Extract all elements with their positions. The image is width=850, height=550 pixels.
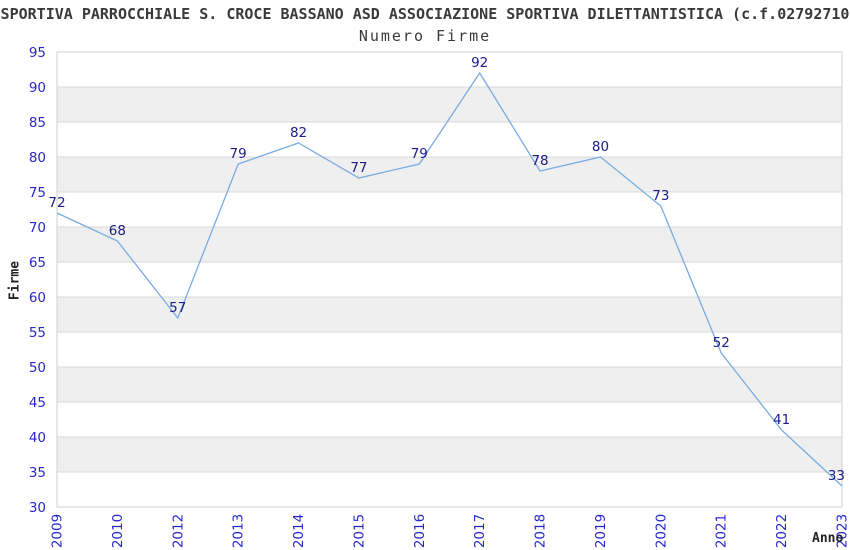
y-tick-label: 35 (29, 465, 46, 481)
data-label: 72 (48, 195, 65, 211)
y-tick-label: 65 (29, 255, 46, 271)
y-tick-label: 40 (29, 430, 46, 446)
x-tick-label: 2010 (110, 514, 126, 548)
x-tick-label: 2016 (412, 514, 428, 548)
y-tick-label: 85 (29, 115, 46, 131)
data-label: 41 (773, 412, 790, 428)
series-line (56, 71, 843, 487)
y-tick-label: 45 (29, 395, 46, 411)
y-tick-label: 60 (29, 290, 46, 306)
x-axis-label: Anno (812, 531, 844, 546)
y-tick-label: 95 (29, 45, 46, 61)
x-tick-label: 2019 (593, 514, 609, 548)
data-label: 80 (592, 139, 609, 155)
data-label: 79 (411, 146, 428, 162)
data-label: 79 (230, 146, 247, 162)
y-tick-label: 80 (29, 150, 46, 166)
data-label: 82 (290, 125, 307, 141)
plot-band (57, 437, 842, 472)
x-tick-label: 2014 (291, 514, 307, 548)
data-label: 78 (531, 153, 548, 169)
x-tick-label: 2023 (835, 514, 850, 548)
x-tick-label: 2022 (774, 514, 790, 548)
y-tick-label: 30 (29, 500, 46, 516)
plot-border (56, 51, 843, 508)
y-tick-label: 90 (29, 80, 46, 96)
plot-band (57, 157, 842, 192)
y-tick-label: 50 (29, 360, 46, 376)
chart-title: Numero Firme (358, 27, 492, 45)
x-tick-label: 2018 (533, 514, 549, 548)
data-label: 68 (109, 223, 126, 239)
data-label: 52 (713, 335, 730, 351)
y-axis-label: Firme (7, 260, 23, 301)
y-tick-label: 55 (29, 325, 46, 341)
x-tick-label: 2021 (714, 514, 730, 548)
x-tick-label: 2013 (231, 514, 247, 548)
plot-band (57, 87, 842, 122)
data-label: 33 (828, 468, 845, 484)
x-tick-label: 2020 (653, 514, 669, 548)
chart-supertitle: SPORTIVA PARROCCHIALE S. CROCE BASSANO A… (0, 5, 850, 23)
plot-band (57, 297, 842, 332)
x-tick-label: 2009 (50, 514, 66, 548)
plot-band (57, 227, 842, 262)
plot-band (57, 367, 842, 402)
y-tick-label: 75 (29, 185, 46, 201)
data-label: 57 (169, 300, 186, 316)
data-label: 73 (652, 188, 669, 204)
data-label: 77 (350, 160, 367, 176)
data-label: 92 (471, 55, 488, 71)
y-tick-label: 70 (29, 220, 46, 236)
x-tick-label: 2012 (170, 514, 186, 548)
x-tick-label: 2015 (351, 514, 367, 548)
x-tick-label: 2017 (472, 514, 488, 548)
